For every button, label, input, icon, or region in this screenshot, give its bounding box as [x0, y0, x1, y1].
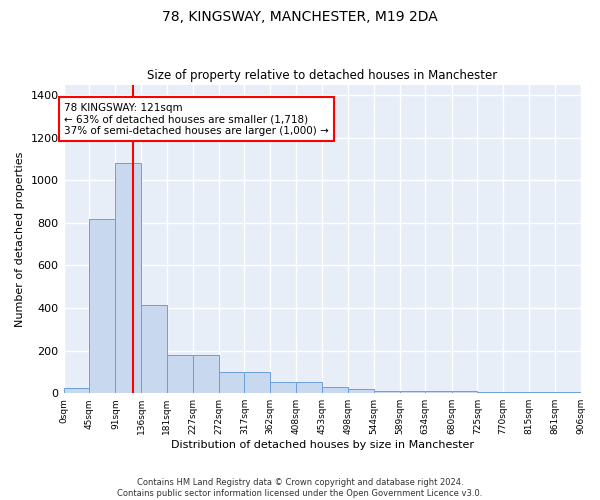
Bar	[141, 305, 167, 393]
Bar	[529, 392, 555, 393]
Text: 78, KINGSWAY, MANCHESTER, M19 2DA: 78, KINGSWAY, MANCHESTER, M19 2DA	[162, 10, 438, 24]
Bar	[400, 391, 425, 393]
Bar	[477, 392, 503, 393]
Bar	[115, 164, 141, 393]
Text: Contains HM Land Registry data © Crown copyright and database right 2024.
Contai: Contains HM Land Registry data © Crown c…	[118, 478, 482, 498]
X-axis label: Distribution of detached houses by size in Manchester: Distribution of detached houses by size …	[170, 440, 473, 450]
Bar	[347, 389, 374, 393]
Y-axis label: Number of detached properties: Number of detached properties	[15, 151, 25, 326]
Bar	[193, 355, 219, 393]
Bar	[322, 387, 347, 393]
Bar	[555, 392, 581, 393]
Bar	[374, 391, 400, 393]
Bar	[167, 355, 193, 393]
Bar	[425, 391, 452, 393]
Bar	[89, 218, 115, 393]
Bar	[270, 382, 296, 393]
Bar	[64, 388, 89, 393]
Bar	[503, 392, 529, 393]
Text: 78 KINGSWAY: 121sqm
← 63% of detached houses are smaller (1,718)
37% of semi-det: 78 KINGSWAY: 121sqm ← 63% of detached ho…	[64, 102, 329, 136]
Bar	[452, 391, 477, 393]
Bar	[244, 372, 270, 393]
Title: Size of property relative to detached houses in Manchester: Size of property relative to detached ho…	[147, 69, 497, 82]
Bar	[219, 372, 244, 393]
Bar	[296, 382, 322, 393]
